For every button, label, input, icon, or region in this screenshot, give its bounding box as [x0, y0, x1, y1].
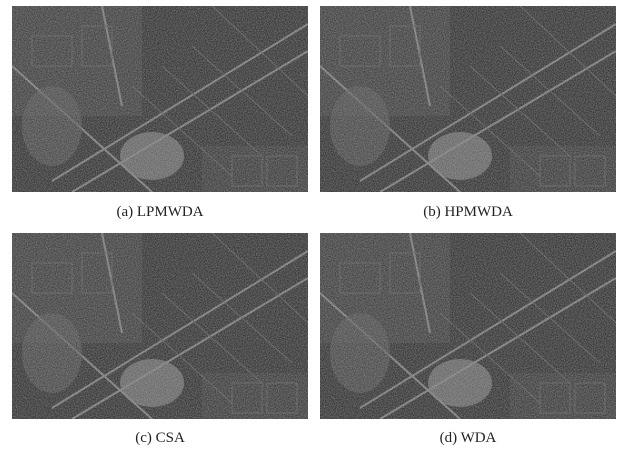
- image: [320, 6, 616, 192]
- caption: (d) WDA: [440, 430, 497, 446]
- image: [12, 6, 308, 192]
- figure: (a) LPMWDA (b) HPMWDA (c) CSA (d) WDA: [0, 0, 620, 452]
- caption: (a) LPMWDA: [116, 204, 203, 220]
- image: [320, 233, 616, 419]
- caption: (b) HPMWDA: [423, 204, 513, 220]
- image: [12, 233, 308, 419]
- caption: (c) CSA: [135, 430, 185, 446]
